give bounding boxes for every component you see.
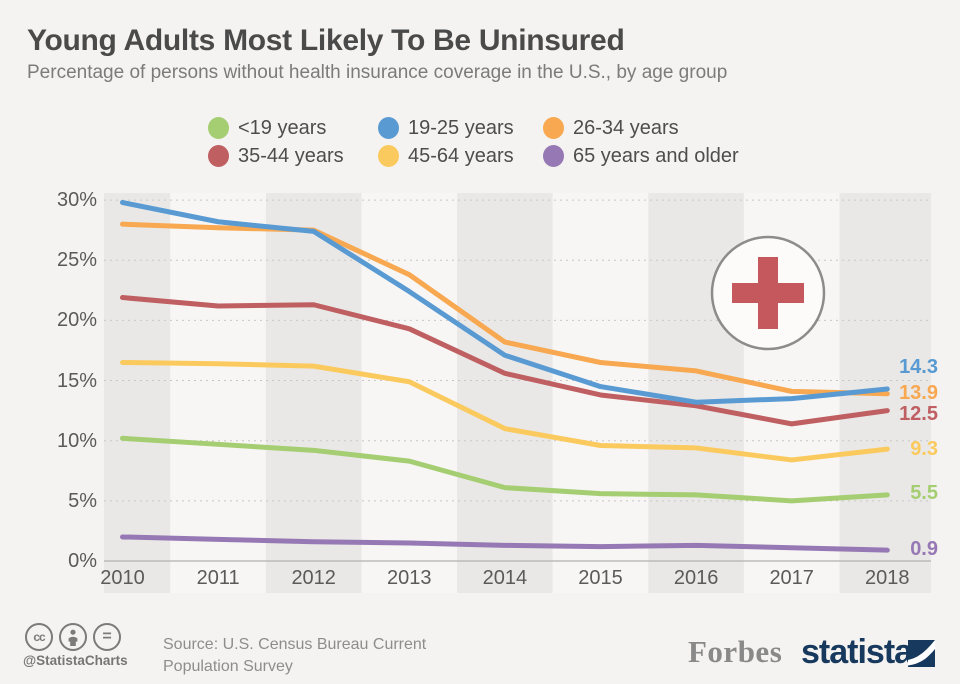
legend-label: 65 years and older (573, 144, 739, 167)
y-tick-label: 25% (56, 249, 97, 272)
x-tick-label: 2014 (482, 567, 528, 589)
legend-item-19-years: <19 years (208, 117, 326, 139)
series-line-45-64-years (120, 360, 890, 463)
legend-dot-icon (378, 117, 399, 139)
legend-label: 26-34 years (573, 116, 679, 139)
statista-logo-icon (908, 640, 935, 667)
year-band (265, 193, 362, 593)
year-band (457, 193, 553, 593)
y-tick-label: 15% (56, 369, 97, 392)
legend-dot-icon (543, 145, 564, 167)
legend-label: 19-25 years (408, 116, 514, 139)
x-tick-label: 2010 (100, 567, 145, 589)
series-line-26-34-years (120, 221, 890, 397)
source-line-1: Source: U.S. Census Bureau Current (163, 636, 427, 653)
year-band (170, 193, 266, 593)
statista-wordmark: statista (801, 633, 913, 671)
x-tick-label: 2011 (196, 567, 240, 589)
x-tick-label: 2013 (387, 567, 432, 589)
person-icon (68, 629, 78, 646)
end-label-26-34-years: 13.9 (899, 381, 938, 404)
y-tick-label: 30% (56, 189, 97, 212)
page-subtitle: Percentage of persons without health ins… (27, 62, 728, 83)
line-chart (104, 193, 931, 593)
year-band (104, 193, 171, 593)
legend-dot-icon (378, 145, 399, 167)
x-tick-label: 2012 (291, 567, 336, 589)
y-tick-label: 10% (56, 429, 97, 452)
legend-label: 45-64 years (408, 144, 514, 167)
source-line-2: Population Survey (163, 658, 293, 675)
statista-charts-handle: @StatistaCharts (23, 653, 128, 668)
series-line-65-years-and-older (120, 534, 890, 553)
y-tick-label: 5% (68, 489, 97, 512)
legend-item-45-64-years: 45-64 years (378, 145, 514, 167)
cc-license-icon: cc (25, 623, 53, 651)
medical-cross-icon (758, 257, 778, 329)
end-label-19-years: 5.5 (910, 481, 938, 504)
legend-dot-icon (208, 145, 229, 167)
end-label-19-25-years: 14.3 (899, 355, 938, 378)
legend-dot-icon (208, 117, 229, 139)
series-line-35-44-years (120, 295, 890, 427)
cc-attribution-icon (59, 623, 87, 651)
x-tick-label: 2017 (769, 567, 814, 589)
end-label-65-years-and-older: 0.9 (910, 538, 938, 561)
legend-dot-icon (543, 117, 564, 139)
x-tick-label: 2018 (865, 567, 910, 589)
legend-item-35-44-years: 35-44 years (208, 145, 344, 167)
end-label-35-44-years: 12.5 (899, 402, 938, 425)
y-tick-label: 20% (56, 309, 97, 332)
page-title: Young Adults Most Likely To Be Uninsured (27, 24, 625, 57)
legend-label: 35-44 years (238, 144, 344, 167)
source-note: Source: U.S. Census Bureau Current Popul… (163, 634, 426, 678)
legend-item-19-25-years: 19-25 years (378, 117, 514, 139)
legend-item-65-years-and-older: 65 years and older (543, 145, 739, 167)
end-label-45-64-years: 9.3 (910, 438, 938, 461)
forbes-logo: Forbes (688, 634, 783, 669)
year-band (361, 193, 458, 593)
y-tick-label: 0% (68, 550, 97, 572)
legend-item-26-34-years: 26-34 years (543, 117, 679, 139)
series-line-19-25-years (120, 200, 890, 405)
legend-label: <19 years (238, 116, 327, 139)
series-line-19-years (120, 435, 890, 504)
x-tick-label: 2016 (673, 567, 719, 589)
cc-nd-icon: = (93, 623, 121, 651)
x-tick-label: 2015 (578, 567, 623, 589)
